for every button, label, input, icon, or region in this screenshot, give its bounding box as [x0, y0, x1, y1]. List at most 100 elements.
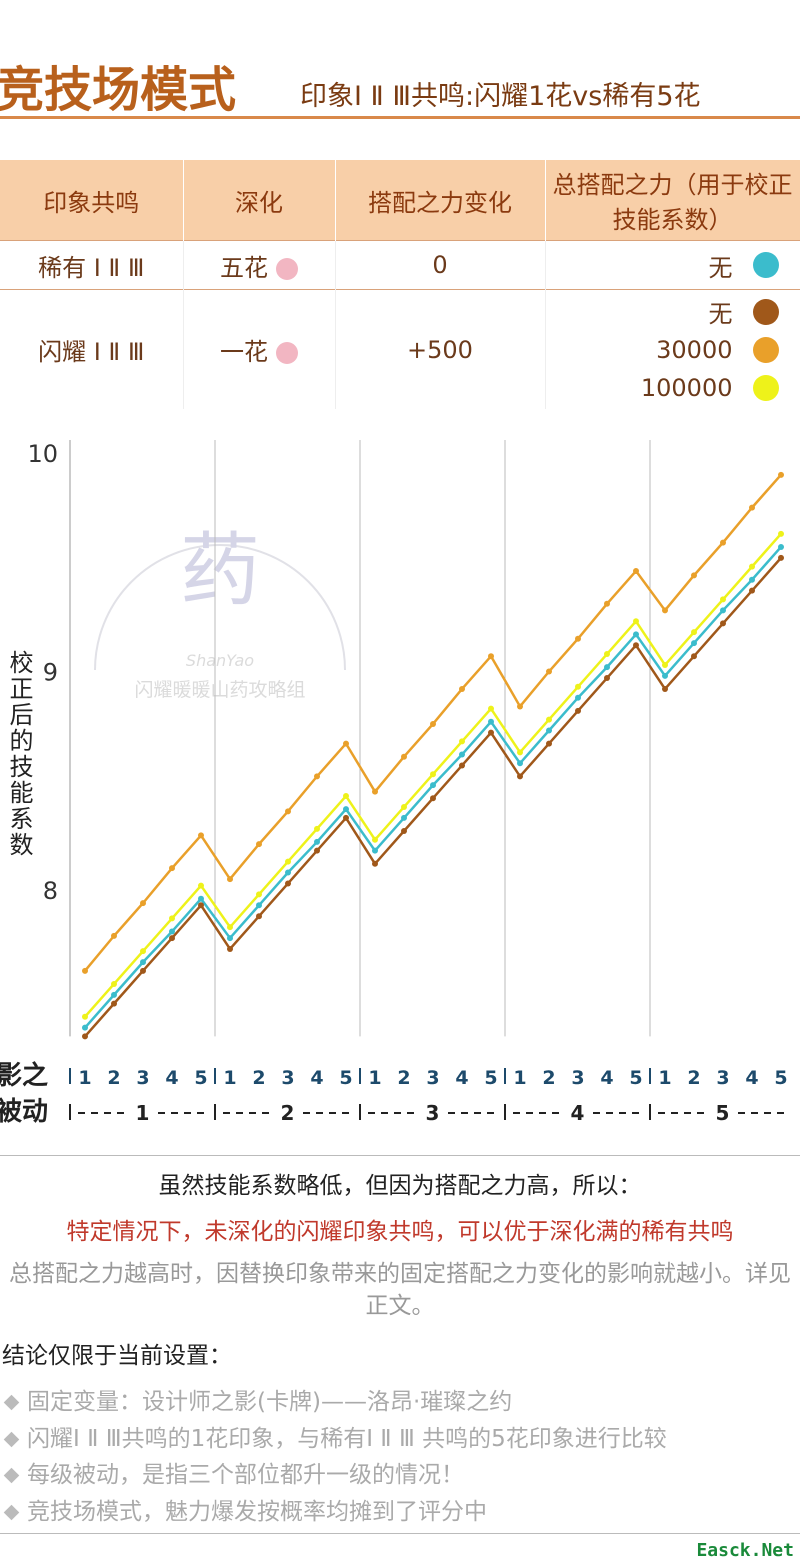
- legend-swatch: [752, 298, 779, 325]
- bullet-icon: [3, 1431, 20, 1447]
- cell-text: 一花: [220, 338, 268, 366]
- item-text: 每级被动，是指三个部位都升一级的情况！: [27, 1462, 464, 1488]
- x-tick-label: 3: [716, 1067, 729, 1089]
- x-row-label: 被动: [0, 1097, 48, 1127]
- x-tick-label: 4: [165, 1067, 178, 1089]
- data-point: [430, 771, 436, 778]
- data-point: [140, 959, 146, 966]
- legend-label: 无: [708, 253, 733, 282]
- data-point: [285, 869, 291, 876]
- data-point: [691, 653, 697, 660]
- data-point: [82, 1013, 88, 1020]
- watermark-arc: [94, 544, 346, 671]
- data-point: [169, 865, 175, 872]
- group-label: 2: [281, 1101, 295, 1125]
- data-point: [778, 543, 784, 550]
- data-point: [198, 832, 204, 839]
- x-tick-label: 1: [78, 1067, 91, 1089]
- divider: [0, 1533, 800, 1534]
- data-point: [169, 915, 175, 922]
- data-point: [459, 685, 465, 692]
- conclusion-item: 闪耀Ⅰ Ⅱ Ⅲ共鸣的1花印象，与稀有Ⅰ Ⅱ Ⅲ 共鸣的5花印象进行比较: [3, 1419, 667, 1453]
- flower-icon: [276, 342, 298, 364]
- data-point: [575, 635, 581, 642]
- conclusion-title: 结论仅限于当前设置：: [2, 1343, 232, 1369]
- note-highlight: 特定情况下，未深化的闪耀印象共鸣，可以优于深化满的稀有共鸣: [66, 1219, 734, 1245]
- data-point: [140, 948, 146, 955]
- data-point: [749, 504, 755, 511]
- legend-swatch: [752, 374, 779, 401]
- data-point: [749, 576, 755, 583]
- divider: [0, 1155, 800, 1156]
- group-label: 1: [136, 1101, 150, 1125]
- cell: 闪耀 Ⅰ Ⅱ Ⅲ: [0, 289, 184, 409]
- data-point: [372, 847, 378, 854]
- data-point: [343, 806, 349, 813]
- data-point: [111, 1000, 117, 1007]
- data-point: [517, 760, 523, 767]
- x-tick-label: 2: [542, 1067, 555, 1089]
- legend-swatch: [752, 252, 779, 278]
- data-point: [372, 788, 378, 795]
- cell: 稀有 Ⅰ Ⅱ Ⅲ: [0, 240, 184, 290]
- flower-icon: [276, 257, 298, 280]
- legend-label: 30000: [656, 335, 733, 364]
- item-text: 固定变量：设计师之影(卡牌)——洛昂·璀璨之约: [27, 1389, 513, 1415]
- column-header: 印象共鸣: [0, 160, 184, 241]
- cell-text: 五花: [220, 253, 268, 282]
- data-point: [720, 620, 726, 627]
- data-point: [372, 836, 378, 843]
- data-point: [430, 720, 436, 727]
- data-point: [517, 703, 523, 710]
- bullet-icon: [3, 1504, 20, 1520]
- legend-entry: 无: [547, 293, 799, 331]
- y-axis-label: 校正后的技能系数: [5, 650, 33, 858]
- x-tick-label: 5: [774, 1067, 787, 1089]
- data-point: [285, 858, 291, 865]
- data-point: [401, 814, 407, 821]
- subtitle: 印象Ⅰ Ⅱ Ⅲ共鸣:闪耀1花vs稀有5花: [300, 81, 701, 112]
- y-tick-label: 10: [27, 440, 58, 468]
- data-point: [546, 727, 552, 734]
- data-point: [604, 675, 610, 682]
- data-point: [575, 683, 581, 690]
- group-label: 5: [716, 1101, 730, 1125]
- data-point: [546, 716, 552, 723]
- group-label: 4: [571, 1101, 585, 1125]
- data-point: [430, 795, 436, 802]
- x-tick-label: 4: [745, 1067, 758, 1089]
- data-point: [720, 607, 726, 614]
- x-tick-label: 1: [223, 1067, 236, 1089]
- data-point: [227, 945, 233, 952]
- data-point: [314, 838, 320, 845]
- x-row-label: 影之: [0, 1060, 48, 1091]
- data-point: [633, 631, 639, 638]
- legend-label: 100000: [640, 373, 733, 402]
- data-point: [459, 762, 465, 769]
- data-point: [662, 685, 668, 692]
- x-tick-label: 1: [658, 1067, 671, 1089]
- data-point: [633, 642, 639, 649]
- x-tick-label: 5: [484, 1067, 497, 1089]
- column-header: 搭配之力变化: [335, 160, 546, 241]
- data-point: [633, 567, 639, 574]
- data-point: [459, 738, 465, 745]
- data-point: [198, 902, 204, 909]
- data-point: [372, 860, 378, 867]
- data-point: [720, 596, 726, 603]
- x-tick-label: 5: [339, 1067, 352, 1089]
- data-point: [227, 935, 233, 942]
- data-point: [488, 653, 494, 660]
- x-tick-label: 4: [310, 1067, 323, 1089]
- data-point: [604, 651, 610, 658]
- data-point: [778, 471, 784, 478]
- y-tick-label: 8: [43, 877, 58, 905]
- x-tick-label: 3: [571, 1067, 584, 1089]
- data-point: [314, 825, 320, 832]
- data-point: [140, 900, 146, 907]
- data-point: [314, 847, 320, 854]
- y-tick-label: 9: [43, 659, 58, 687]
- data-point: [140, 967, 146, 974]
- conclusion-item: 竞技场模式，魅力爆发按概率均摊到了评分中: [3, 1492, 487, 1526]
